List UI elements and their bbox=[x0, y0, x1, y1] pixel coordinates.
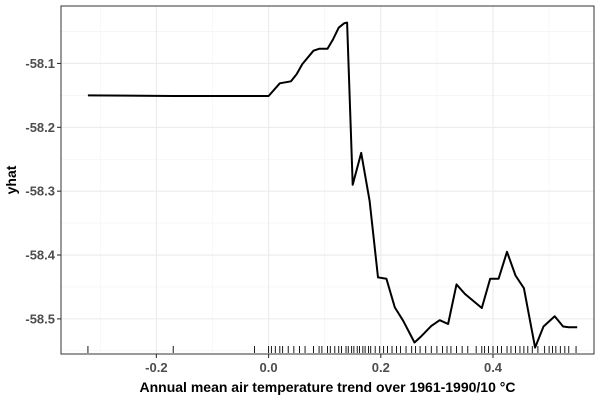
x-tick-label: 0.0 bbox=[260, 360, 278, 375]
plot-panel-border bbox=[60, 5, 595, 355]
rug-layer bbox=[87, 346, 577, 353]
x-tick-label: 0.4 bbox=[484, 360, 503, 375]
y-tick-label: -58.2 bbox=[25, 120, 55, 135]
x-tick-label: 0.2 bbox=[372, 360, 390, 375]
x-tick-label: -0.2 bbox=[145, 360, 167, 375]
series-line bbox=[87, 21, 578, 349]
tick-labels: -0.2 0.0 0.2 0.4 -58.1 -58.2 -58.3 -58.4 -58.5 bbox=[25, 56, 502, 375]
y-axis-title: yhat bbox=[3, 165, 19, 194]
x-axis-title: Annual mean air temperature trend over 1… bbox=[140, 379, 516, 395]
y-tick-label: -58.4 bbox=[25, 248, 55, 263]
axis-ticks bbox=[57, 62, 494, 358]
series-layer bbox=[87, 21, 578, 349]
major-gridlines bbox=[61, 6, 594, 354]
y-tick-label: -58.1 bbox=[25, 56, 55, 71]
y-tick-label: -58.3 bbox=[25, 184, 55, 199]
y-tick-label: -58.5 bbox=[25, 311, 55, 326]
